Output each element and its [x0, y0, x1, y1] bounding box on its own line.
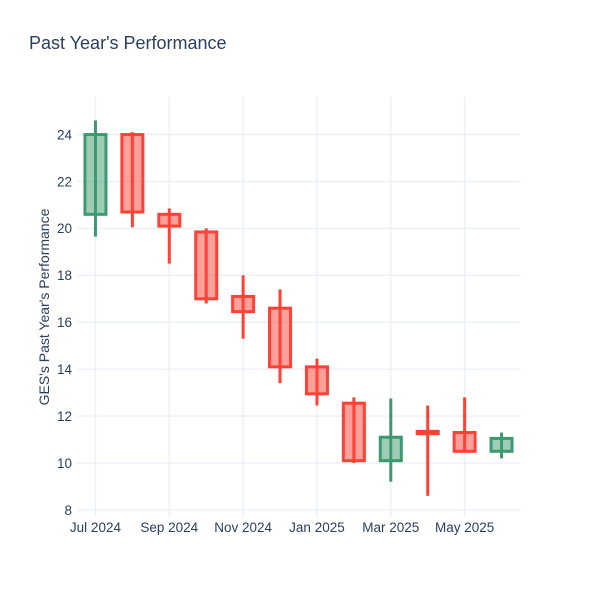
- x-tick-label: Nov 2024: [214, 520, 272, 535]
- x-tick-label: Mar 2025: [362, 520, 419, 535]
- y-tick-label: 12: [57, 409, 72, 424]
- y-tick-label: 10: [57, 456, 72, 471]
- plot-area[interactable]: [77, 97, 520, 517]
- x-tick-label: Jul 2024: [70, 520, 122, 535]
- candle-body: [83, 133, 108, 216]
- candle-body: [304, 365, 329, 396]
- candle[interactable]: [489, 432, 514, 459]
- candle-body: [157, 212, 182, 228]
- x-tick-label: Jan 2025: [289, 520, 345, 535]
- candle-body: [268, 306, 293, 369]
- candle[interactable]: [231, 275, 256, 339]
- candle[interactable]: [452, 397, 477, 453]
- candle[interactable]: [83, 120, 108, 237]
- y-tick-label: 8: [64, 503, 72, 518]
- candle-body: [120, 133, 145, 214]
- candle-body: [452, 431, 477, 453]
- candle-body: [415, 429, 440, 436]
- candle[interactable]: [341, 397, 366, 464]
- candle[interactable]: [304, 358, 329, 406]
- y-tick-label: 24: [57, 127, 73, 142]
- candle-body: [341, 401, 366, 463]
- candle-body: [378, 435, 403, 463]
- y-tick-label: 14: [57, 362, 73, 377]
- candle-body: [194, 230, 219, 301]
- candle-body: [231, 294, 256, 314]
- y-tick-label: 22: [57, 174, 72, 189]
- candle[interactable]: [194, 228, 219, 304]
- candle[interactable]: [378, 398, 403, 482]
- y-tick-label: 16: [57, 315, 72, 330]
- candle[interactable]: [120, 132, 145, 228]
- chart-title: Past Year's Performance: [29, 33, 227, 53]
- x-tick-label: Sep 2024: [140, 520, 198, 535]
- candle-body: [489, 436, 514, 453]
- candle[interactable]: [157, 208, 182, 264]
- x-tick-label: May 2025: [435, 520, 494, 535]
- y-tick-label: 20: [57, 221, 72, 236]
- y-tick-label: 18: [57, 268, 72, 283]
- candle[interactable]: [268, 289, 293, 384]
- candle[interactable]: [415, 405, 440, 496]
